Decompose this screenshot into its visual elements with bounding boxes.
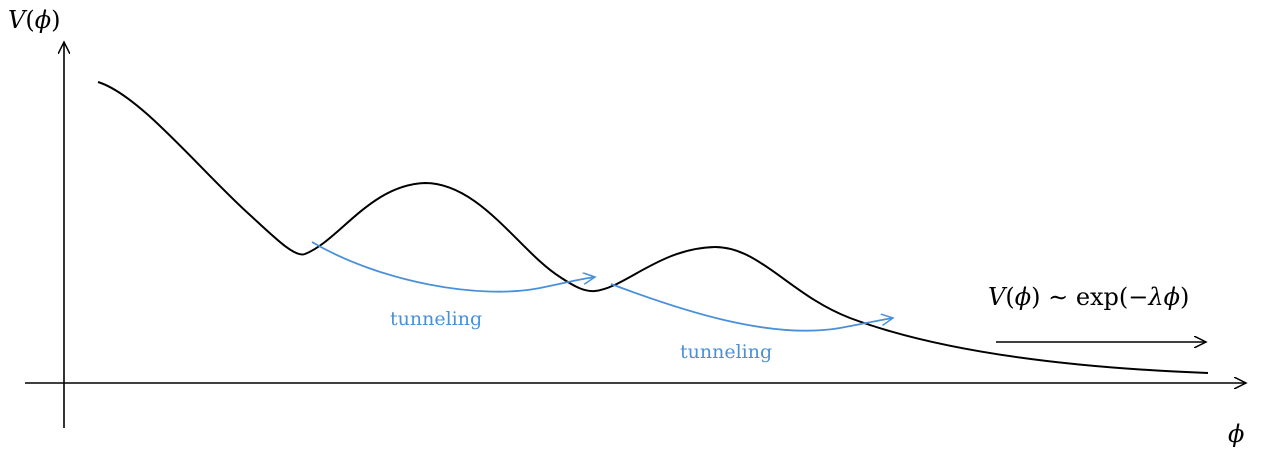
tunneling-arrow-2 bbox=[610, 283, 893, 332]
potential-curve bbox=[97, 81, 1209, 374]
x-axis-label: ϕ bbox=[1228, 420, 1244, 448]
tunneling-label-2: tunneling bbox=[680, 341, 772, 363]
asymptote-formula: V(ϕ) ∼ exp(−λϕ) bbox=[988, 283, 1189, 311]
tunneling-label-1: tunneling bbox=[390, 308, 482, 330]
y-axis-label: V(ϕ) bbox=[8, 6, 60, 34]
tunneling-arrow-1 bbox=[311, 241, 595, 293]
